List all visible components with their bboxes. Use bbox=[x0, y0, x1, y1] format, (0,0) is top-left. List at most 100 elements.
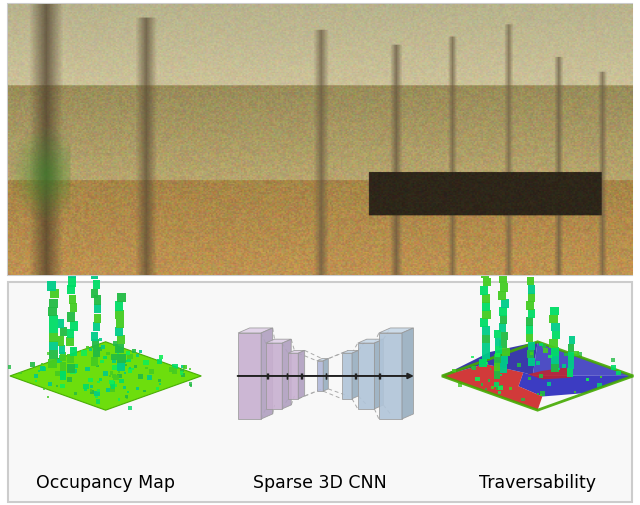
Bar bbox=[169, 367, 174, 372]
Bar bbox=[70, 252, 77, 262]
Bar bbox=[181, 365, 185, 368]
Bar bbox=[499, 291, 506, 300]
Bar bbox=[128, 407, 132, 411]
Bar bbox=[540, 394, 542, 396]
Bar bbox=[500, 364, 508, 373]
Bar bbox=[480, 319, 488, 327]
Bar bbox=[70, 369, 76, 374]
Bar bbox=[550, 307, 559, 316]
Bar bbox=[110, 387, 115, 392]
Bar bbox=[500, 267, 508, 276]
Bar bbox=[109, 376, 111, 378]
Bar bbox=[528, 342, 535, 350]
Bar bbox=[106, 388, 110, 392]
Bar bbox=[74, 364, 78, 368]
Bar bbox=[67, 313, 75, 322]
Polygon shape bbox=[374, 339, 383, 409]
Bar bbox=[180, 369, 184, 373]
Bar bbox=[123, 386, 126, 389]
Bar bbox=[486, 362, 488, 365]
Bar bbox=[115, 348, 117, 351]
Bar bbox=[616, 371, 621, 375]
Bar bbox=[48, 359, 57, 368]
Polygon shape bbox=[442, 364, 542, 411]
Bar bbox=[113, 384, 116, 388]
Bar bbox=[128, 369, 132, 373]
Bar bbox=[481, 383, 483, 386]
Bar bbox=[48, 383, 52, 386]
Bar bbox=[480, 286, 488, 295]
Bar bbox=[526, 318, 533, 326]
Bar bbox=[51, 290, 60, 299]
Bar bbox=[118, 371, 120, 373]
Bar bbox=[145, 367, 148, 369]
Bar bbox=[527, 350, 534, 359]
Bar bbox=[549, 339, 557, 348]
Bar bbox=[85, 367, 90, 372]
Bar bbox=[115, 327, 124, 336]
Bar bbox=[143, 390, 146, 392]
Bar bbox=[59, 345, 65, 355]
Bar bbox=[49, 299, 58, 308]
Bar bbox=[537, 393, 539, 395]
Bar bbox=[528, 310, 535, 318]
Bar bbox=[67, 355, 74, 364]
Bar bbox=[147, 375, 152, 380]
Bar bbox=[93, 323, 100, 332]
Bar bbox=[70, 303, 77, 312]
Polygon shape bbox=[358, 343, 374, 409]
Bar bbox=[41, 363, 44, 366]
Bar bbox=[112, 359, 116, 363]
Polygon shape bbox=[288, 354, 298, 399]
Bar bbox=[72, 369, 77, 373]
Polygon shape bbox=[317, 359, 328, 361]
Bar bbox=[68, 278, 76, 287]
Bar bbox=[526, 334, 533, 342]
Bar bbox=[95, 395, 99, 398]
Bar bbox=[60, 352, 66, 362]
Bar bbox=[143, 360, 148, 365]
Bar bbox=[134, 365, 138, 368]
Bar bbox=[117, 362, 125, 371]
Bar bbox=[96, 365, 99, 368]
Bar bbox=[476, 377, 479, 381]
Bar bbox=[482, 294, 490, 303]
Polygon shape bbox=[442, 342, 538, 376]
Bar bbox=[93, 348, 100, 358]
Bar bbox=[189, 368, 191, 370]
Bar bbox=[574, 392, 577, 393]
Bar bbox=[498, 391, 500, 394]
Bar bbox=[138, 350, 142, 354]
Bar bbox=[8, 366, 12, 369]
Bar bbox=[57, 359, 62, 364]
Bar bbox=[90, 348, 93, 351]
Bar bbox=[49, 341, 58, 350]
Bar bbox=[74, 392, 77, 396]
Bar bbox=[127, 359, 131, 363]
Bar bbox=[109, 380, 115, 385]
Bar bbox=[42, 367, 47, 371]
Polygon shape bbox=[323, 359, 328, 391]
Bar bbox=[611, 359, 614, 362]
Bar bbox=[516, 363, 522, 367]
Bar bbox=[125, 351, 130, 355]
Bar bbox=[471, 366, 474, 369]
Bar bbox=[60, 362, 66, 371]
Bar bbox=[97, 381, 100, 383]
Bar bbox=[158, 379, 161, 383]
Bar bbox=[47, 282, 56, 291]
Polygon shape bbox=[518, 373, 634, 397]
Bar bbox=[92, 289, 99, 298]
Polygon shape bbox=[342, 350, 358, 354]
Bar bbox=[132, 350, 136, 354]
Bar bbox=[548, 355, 552, 359]
Bar bbox=[497, 356, 500, 358]
Bar bbox=[90, 390, 95, 394]
Bar bbox=[86, 346, 89, 349]
Bar bbox=[116, 319, 124, 328]
Bar bbox=[84, 389, 88, 391]
Bar bbox=[38, 370, 40, 372]
Bar bbox=[124, 373, 126, 375]
Bar bbox=[52, 366, 56, 369]
Bar bbox=[172, 369, 177, 374]
